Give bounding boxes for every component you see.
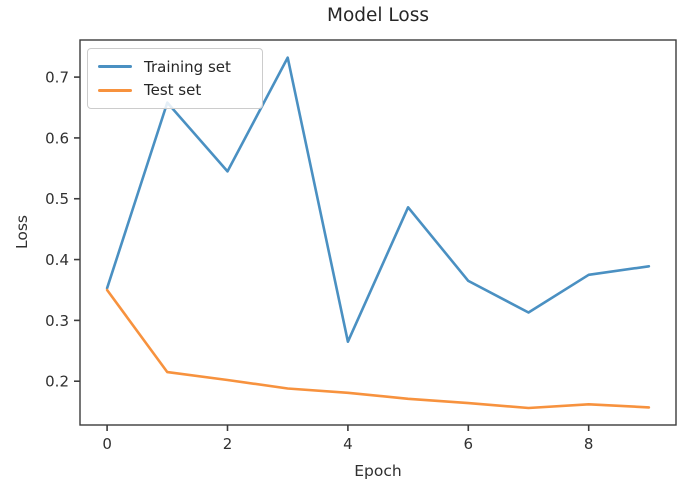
- legend-box: Training set Test set: [87, 48, 263, 109]
- training-set-line: [105, 56, 651, 344]
- legend-item: Test set: [98, 81, 252, 99]
- y-axis-label: Loss: [13, 215, 31, 249]
- legend-label: Test set: [144, 81, 202, 100]
- training-set-legend-line-icon: [98, 65, 132, 69]
- x-tick-label: 6: [464, 435, 474, 453]
- y-tick-label: 0.7: [45, 69, 69, 87]
- legend-label: Training set: [144, 57, 231, 76]
- legend-item: Training set: [98, 58, 252, 76]
- y-tick-label: 0.2: [45, 373, 69, 391]
- test-set-legend-line-icon: [98, 88, 132, 92]
- x-tick-label: 4: [343, 435, 353, 453]
- chart-title: Model Loss: [326, 5, 429, 26]
- x-tick-label: 2: [223, 435, 233, 453]
- y-tick-label: 0.3: [45, 312, 69, 330]
- test-set-line: [105, 288, 651, 410]
- y-tick-label: 0.6: [45, 129, 69, 147]
- plot-border: [79, 39, 677, 426]
- y-tick-label: 0.4: [45, 251, 69, 269]
- x-axis-label: Epoch: [354, 462, 402, 480]
- x-tick-label: 8: [584, 435, 594, 453]
- x-tick-label: 0: [102, 435, 112, 453]
- y-tick-label: 0.5: [45, 190, 69, 208]
